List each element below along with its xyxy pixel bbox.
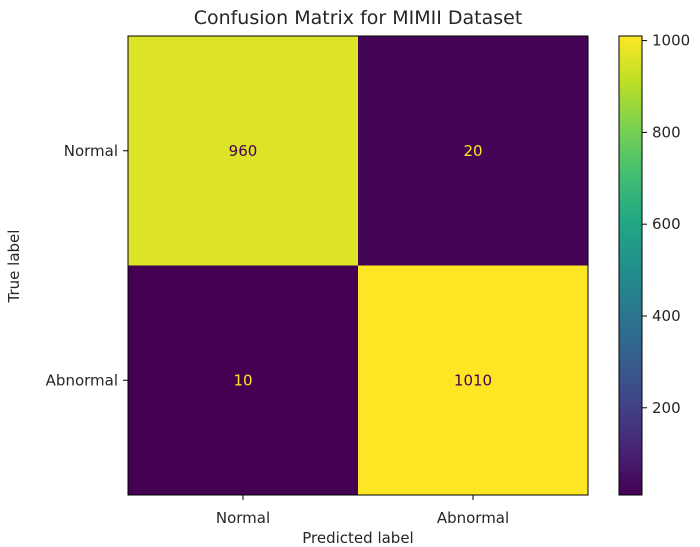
plot-frame	[127, 35, 589, 496]
colorbar-tick-label: 600	[652, 215, 681, 233]
colorbar-tick-label: 200	[652, 399, 681, 417]
colorbar: 200 400 600 800 1000	[618, 32, 690, 496]
colorbar-tick-label: 800	[652, 123, 681, 141]
matrix-cell-value: 10	[233, 371, 252, 389]
matrix-cell-value: 20	[463, 142, 482, 160]
chart-title: Confusion Matrix for MIMII Dataset	[194, 7, 523, 29]
matrix-cell	[358, 36, 588, 266]
colorbar-ticks: 200 400 600 800 1000	[642, 32, 690, 417]
y-axis-label: True label	[5, 230, 23, 304]
matrix-cell	[128, 265, 358, 495]
y-axis-ticks: Normal Abnormal	[46, 142, 128, 389]
x-tick-label: Abnormal	[437, 509, 509, 527]
matrix-cell-value: 960	[229, 142, 258, 160]
matrix-cells	[128, 36, 588, 495]
matrix-cell	[358, 265, 588, 495]
x-tick-label: Normal	[216, 509, 270, 527]
colorbar-gradient	[619, 36, 642, 495]
x-axis-ticks: Normal Abnormal	[216, 495, 509, 527]
matrix-cell-value: 1010	[454, 371, 492, 389]
colorbar-tick-label: 1000	[652, 32, 690, 50]
y-tick-label: Abnormal	[46, 371, 118, 389]
x-axis-label: Predicted label	[302, 529, 413, 547]
matrix-cell	[128, 36, 358, 266]
colorbar-tick-label: 400	[652, 307, 681, 325]
colorbar-frame	[618, 35, 643, 496]
y-tick-label: Normal	[64, 142, 118, 160]
